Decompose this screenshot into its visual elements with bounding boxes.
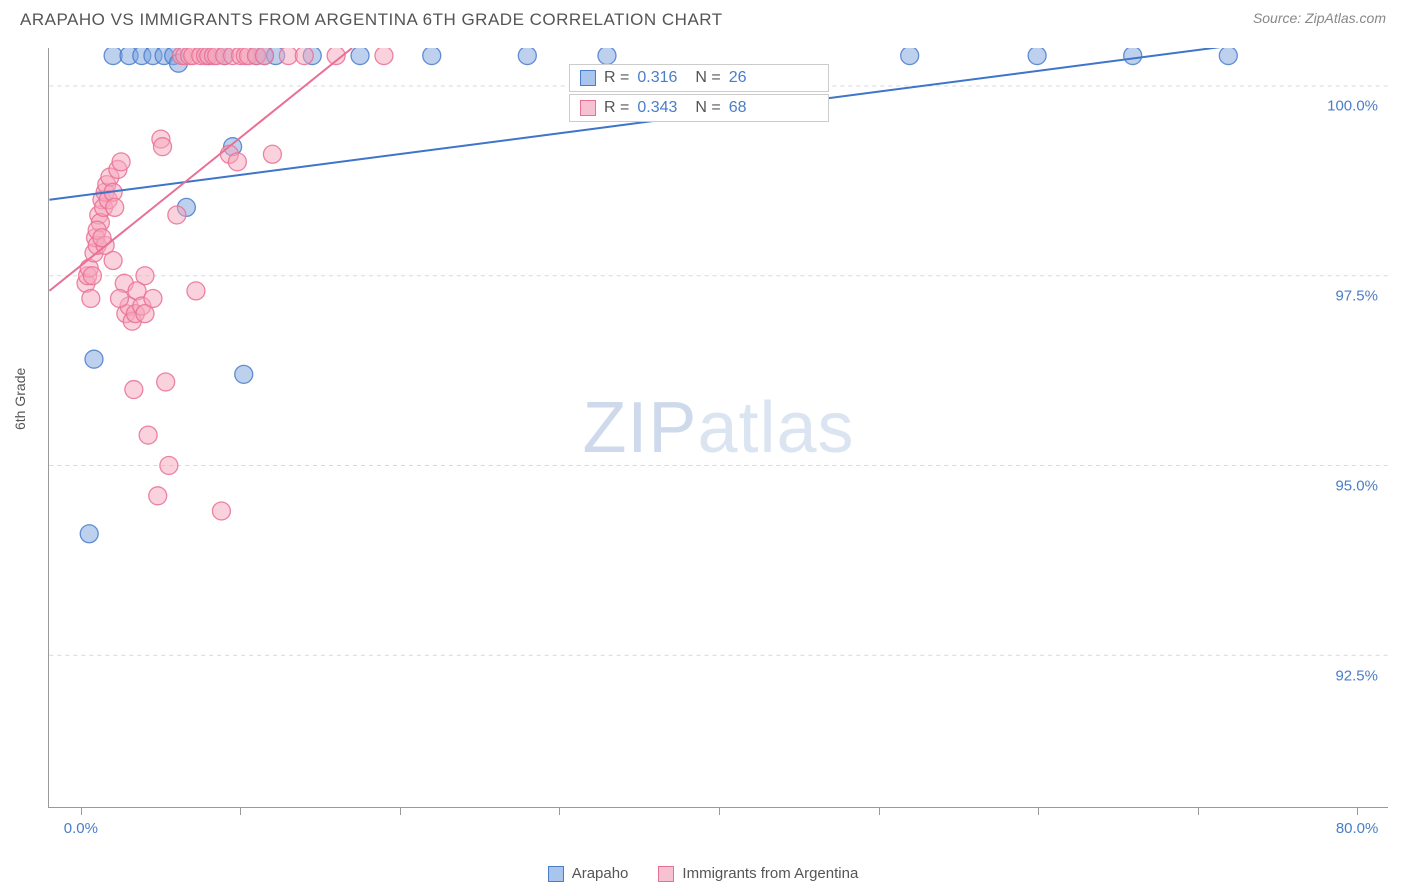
swatch-icon xyxy=(658,866,674,882)
x-tick-label: 80.0% xyxy=(1336,820,1379,837)
x-tick xyxy=(1038,807,1039,815)
x-tick xyxy=(81,807,82,815)
y-tick-label: 100.0% xyxy=(1327,98,1378,115)
legend-item-argentina: Immigrants from Argentina xyxy=(658,865,858,882)
stat-box-series-2: R = 0.343 N = 68 xyxy=(569,94,829,122)
swatch-icon xyxy=(580,70,596,86)
chart-plot-area: ZIPatlas R = 0.316 N = 26 R = 0.343 N = … xyxy=(48,48,1388,808)
swatch-icon xyxy=(580,100,596,116)
x-tick-label: 0.0% xyxy=(64,820,98,837)
y-axis-label: 6th Grade xyxy=(12,368,28,430)
x-tick xyxy=(559,807,560,815)
x-tick xyxy=(879,807,880,815)
y-tick-label: 92.5% xyxy=(1335,668,1378,685)
stat-box-series-1: R = 0.316 N = 26 xyxy=(569,64,829,92)
swatch-icon xyxy=(548,866,564,882)
chart-svg xyxy=(49,48,1388,807)
chart-title: ARAPAHO VS IMMIGRANTS FROM ARGENTINA 6TH… xyxy=(20,10,723,30)
legend-item-arapaho: Arapaho xyxy=(548,865,629,882)
x-tick xyxy=(400,807,401,815)
y-tick-label: 97.5% xyxy=(1335,288,1378,305)
x-tick xyxy=(1357,807,1358,815)
x-tick xyxy=(240,807,241,815)
chart-legend: Arapaho Immigrants from Argentina xyxy=(0,865,1406,882)
source-attribution: Source: ZipAtlas.com xyxy=(1253,10,1386,26)
x-tick xyxy=(1198,807,1199,815)
y-tick-label: 95.0% xyxy=(1335,478,1378,495)
x-tick xyxy=(719,807,720,815)
